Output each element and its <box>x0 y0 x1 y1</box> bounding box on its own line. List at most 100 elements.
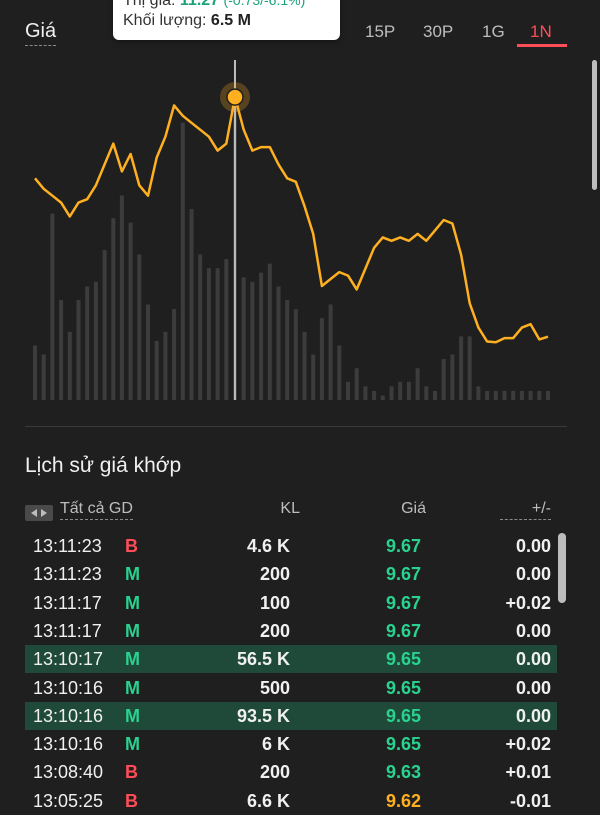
table-row[interactable]: 13:10:17 M 56.5 K 9.65 0.00 <box>25 645 557 674</box>
filter-dropdown[interactable]: Tất cả GD <box>60 500 133 520</box>
volume-bar <box>546 390 550 400</box>
active-tab-indicator <box>517 44 567 47</box>
tooltip-volume-label: Khối lượng: <box>123 12 207 29</box>
table-row[interactable]: 13:11:17 M 200 9.67 0.00 <box>25 617 557 645</box>
trade-time: 13:10:17 <box>33 649 104 670</box>
volume-bar <box>215 268 220 400</box>
list-scrollbar[interactable] <box>558 533 566 603</box>
volume-bar <box>502 390 507 400</box>
table-row[interactable]: 13:05:25 B 6.6 K 9.62 -0.01 <box>25 787 557 815</box>
table-row[interactable]: 13:11:17 M 100 9.67 +0.02 <box>25 589 557 617</box>
volume-bar <box>311 354 316 400</box>
trade-price: 9.63 <box>385 762 421 783</box>
volume-bar <box>102 250 107 400</box>
trade-side: B <box>125 536 138 556</box>
trade-price: 9.65 <box>385 649 421 670</box>
trade-change: 0.00 <box>515 564 551 585</box>
trade-time: 13:11:23 <box>33 536 102 556</box>
volume-bar <box>302 331 307 400</box>
trade-side: M <box>125 592 140 613</box>
trade-side: M <box>125 734 140 755</box>
tooltip-price-line: Thị giá: 11.27 (-0.73/-6.1%) <box>123 0 305 10</box>
table-row[interactable]: 13:11:23 B 4.6 K 9.67 0.00 <box>25 532 557 560</box>
tooltip-price-label: Thị giá: <box>123 0 176 9</box>
trade-time: 13:11:17 <box>33 620 102 641</box>
trade-volume: 500 <box>259 677 290 698</box>
trade-change: 0.00 <box>515 677 551 698</box>
tab-30p[interactable]: 30P <box>423 22 454 41</box>
volume-bar <box>459 336 464 400</box>
trade-time: 13:10:16 <box>33 677 104 698</box>
history-table-header: Tất cả GD KL Giá +/- <box>0 498 600 524</box>
trade-time: 13:10:16 <box>33 734 104 755</box>
column-header-price: Giá <box>401 500 426 517</box>
trade-side: B <box>125 790 138 811</box>
table-row[interactable]: 13:10:16 M 6 K 9.65 +0.02 <box>25 730 557 758</box>
volume-bar <box>485 390 490 400</box>
trade-side: M <box>125 677 140 698</box>
volume-bar <box>172 309 177 400</box>
volume-bar <box>293 309 298 400</box>
volume-bar <box>41 354 46 400</box>
trade-price: 9.67 <box>385 564 421 585</box>
page-title: Giá <box>25 20 57 46</box>
tab-1n[interactable]: 1N <box>530 22 552 41</box>
volume-bar <box>519 390 524 400</box>
volume-bar <box>337 345 342 400</box>
volume-bar <box>493 390 498 400</box>
volume-bar <box>319 318 324 400</box>
table-row[interactable]: 13:08:40 B 200 9.63 +0.01 <box>25 758 557 786</box>
trade-side: M <box>125 564 140 585</box>
table-row[interactable]: 13:10:16 M 500 9.65 0.00 <box>25 674 557 702</box>
table-row[interactable]: 13:10:16 M 93.5 K 9.65 0.00 <box>25 701 557 730</box>
volume-bar <box>119 195 124 400</box>
trade-volume: 200 <box>259 762 290 783</box>
trade-price: 9.67 <box>385 536 421 556</box>
volume-bar <box>146 304 150 400</box>
filter-toggle-button[interactable] <box>25 505 53 521</box>
volume-bar <box>137 254 142 400</box>
history-title: Lịch sử giá khớp <box>25 454 182 477</box>
trade-change: 0.00 <box>515 705 551 726</box>
volume-bar <box>259 272 264 400</box>
trade-volume: 6 K <box>261 734 290 755</box>
volume-bar <box>328 304 333 400</box>
volume-bar <box>415 368 420 400</box>
tooltip-volume-line: Khối lượng: 6.5 M <box>123 12 251 30</box>
trade-price: 9.65 <box>385 705 421 726</box>
volume-bar <box>85 286 90 400</box>
chart-canvas[interactable] <box>0 55 600 415</box>
trade-volume: 6.6 K <box>246 790 290 811</box>
header: Giá 15P 30P 1G 1N <box>0 0 600 60</box>
volume-bar <box>33 345 37 400</box>
trade-price: 9.65 <box>385 734 421 755</box>
tooltip-price-value: 11.27 <box>179 0 220 9</box>
trade-change: 0.00 <box>515 536 551 556</box>
volume-bar <box>59 300 64 400</box>
volume-bar <box>76 300 81 400</box>
volume-bar <box>406 381 411 400</box>
trade-volume: 93.5 K <box>236 705 290 726</box>
trade-side: M <box>125 705 140 726</box>
tab-1g[interactable]: 1G <box>482 22 505 41</box>
trade-volume: 4.6 K <box>246 536 290 556</box>
price-chart[interactable] <box>0 55 600 415</box>
volume-bar <box>163 331 168 400</box>
volume-bar <box>476 386 481 400</box>
volume-bar <box>285 300 290 400</box>
volume-bar <box>424 386 429 400</box>
volume-bar <box>354 368 359 400</box>
volume-bar <box>389 386 394 400</box>
trade-side: M <box>125 620 140 641</box>
page-scrollbar[interactable] <box>592 60 597 190</box>
column-header-change[interactable]: +/- <box>500 500 551 520</box>
volume-bar <box>241 277 246 400</box>
trade-time: 13:08:40 <box>33 762 104 783</box>
volume-bar <box>206 268 211 400</box>
table-row[interactable]: 13:11:23 M 200 9.67 0.00 <box>25 560 557 588</box>
left-right-arrows-icon <box>31 509 47 517</box>
volume-bar <box>276 286 281 400</box>
trade-price: 9.62 <box>385 790 421 811</box>
volume-bar <box>250 281 255 400</box>
tab-15p[interactable]: 15P <box>365 22 396 41</box>
